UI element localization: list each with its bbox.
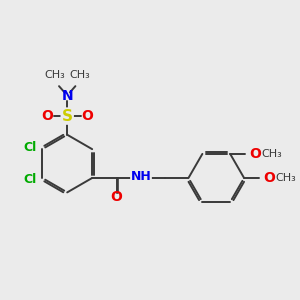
Text: CH₃: CH₃ xyxy=(69,70,90,80)
Text: NH: NH xyxy=(130,170,152,184)
Text: S: S xyxy=(62,109,73,124)
Text: O: O xyxy=(41,109,53,123)
Text: Cl: Cl xyxy=(23,173,36,186)
Text: O: O xyxy=(111,190,122,204)
Text: O: O xyxy=(250,147,261,161)
Text: O: O xyxy=(263,171,275,185)
Text: N: N xyxy=(61,89,73,103)
Text: CH₃: CH₃ xyxy=(262,149,283,159)
Text: CH₃: CH₃ xyxy=(44,70,65,80)
Text: O: O xyxy=(82,109,94,123)
Text: Cl: Cl xyxy=(23,141,36,154)
Text: CH₃: CH₃ xyxy=(276,173,296,183)
